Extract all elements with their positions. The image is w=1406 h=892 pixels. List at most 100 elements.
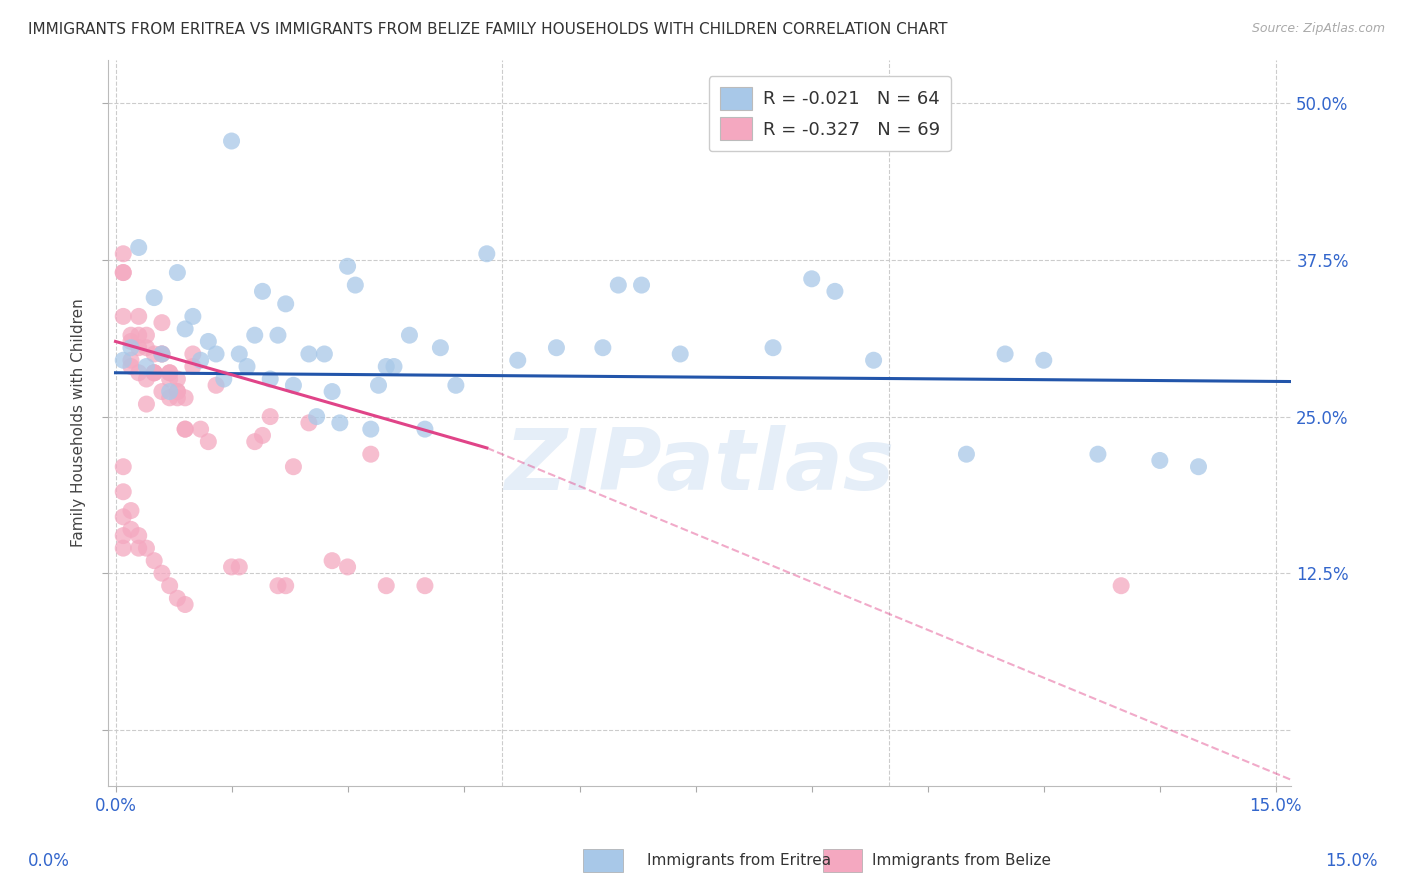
Point xyxy=(159,579,181,593)
Point xyxy=(150,347,173,361)
Point xyxy=(1109,579,1132,593)
Point xyxy=(236,359,259,374)
Point xyxy=(181,359,204,374)
Point xyxy=(429,341,451,355)
Point xyxy=(1149,453,1171,467)
Point xyxy=(252,285,274,299)
Point xyxy=(128,310,150,324)
Point xyxy=(143,347,166,361)
Point xyxy=(197,334,219,349)
Point xyxy=(174,422,197,436)
Text: 15.0%: 15.0% xyxy=(1326,852,1378,870)
Text: ZIPatlas: ZIPatlas xyxy=(505,425,894,508)
Point xyxy=(444,378,467,392)
Point xyxy=(344,278,367,293)
Point xyxy=(283,459,305,474)
Point xyxy=(166,266,188,280)
Point xyxy=(120,353,142,368)
Point xyxy=(135,341,157,355)
Point xyxy=(166,372,188,386)
Point xyxy=(375,579,398,593)
Point xyxy=(382,359,405,374)
Point xyxy=(298,347,321,361)
Point xyxy=(150,316,173,330)
Point xyxy=(274,579,297,593)
Point xyxy=(112,541,135,556)
Point xyxy=(120,334,142,349)
Point xyxy=(159,391,181,405)
Point xyxy=(506,353,529,368)
Point xyxy=(367,378,389,392)
Point xyxy=(150,347,173,361)
Point xyxy=(166,391,188,405)
Point xyxy=(112,484,135,499)
Point xyxy=(197,434,219,449)
Point xyxy=(135,541,157,556)
Point xyxy=(120,328,142,343)
Point xyxy=(252,428,274,442)
Point xyxy=(150,384,173,399)
Point xyxy=(128,541,150,556)
Point xyxy=(135,359,157,374)
Point xyxy=(413,422,436,436)
Point xyxy=(120,341,142,355)
Point xyxy=(166,591,188,606)
Point xyxy=(314,347,336,361)
Point xyxy=(135,372,157,386)
Point xyxy=(150,347,173,361)
Point xyxy=(166,384,188,399)
Point xyxy=(360,447,382,461)
Point xyxy=(305,409,328,424)
Point xyxy=(159,384,181,399)
Point xyxy=(128,341,150,355)
Point xyxy=(135,328,157,343)
Point xyxy=(128,328,150,343)
Point xyxy=(112,528,135,542)
Point xyxy=(321,384,343,399)
Point xyxy=(150,566,173,581)
Point xyxy=(212,372,235,386)
Point xyxy=(159,366,181,380)
Point xyxy=(1187,459,1209,474)
Point xyxy=(120,359,142,374)
Point xyxy=(128,240,150,254)
Point xyxy=(321,554,343,568)
Point xyxy=(274,297,297,311)
Point xyxy=(336,560,359,574)
Point xyxy=(112,266,135,280)
Text: Immigrants from Eritrea: Immigrants from Eritrea xyxy=(647,854,831,868)
Point xyxy=(112,353,135,368)
Point xyxy=(329,416,352,430)
Y-axis label: Family Households with Children: Family Households with Children xyxy=(72,299,86,548)
Point xyxy=(955,447,977,461)
Point xyxy=(128,528,150,542)
Point xyxy=(174,322,197,336)
Point xyxy=(112,246,135,260)
Point xyxy=(592,341,614,355)
Point xyxy=(174,422,197,436)
Point xyxy=(413,579,436,593)
Point xyxy=(181,310,204,324)
Point xyxy=(824,285,846,299)
Point xyxy=(190,353,212,368)
Point xyxy=(398,328,420,343)
Point xyxy=(475,246,498,260)
Point xyxy=(174,391,197,405)
Point xyxy=(267,328,290,343)
Point xyxy=(205,347,228,361)
Point xyxy=(143,366,166,380)
Point xyxy=(228,347,250,361)
Text: Source: ZipAtlas.com: Source: ZipAtlas.com xyxy=(1251,22,1385,36)
Point xyxy=(630,278,652,293)
Point xyxy=(112,310,135,324)
Point xyxy=(181,347,204,361)
Point xyxy=(800,272,823,286)
Point xyxy=(360,422,382,436)
Point xyxy=(1032,353,1054,368)
Point xyxy=(128,366,150,380)
Point xyxy=(283,378,305,392)
Text: 0.0%: 0.0% xyxy=(28,852,70,870)
Point xyxy=(143,366,166,380)
Point xyxy=(166,384,188,399)
Point xyxy=(143,291,166,305)
